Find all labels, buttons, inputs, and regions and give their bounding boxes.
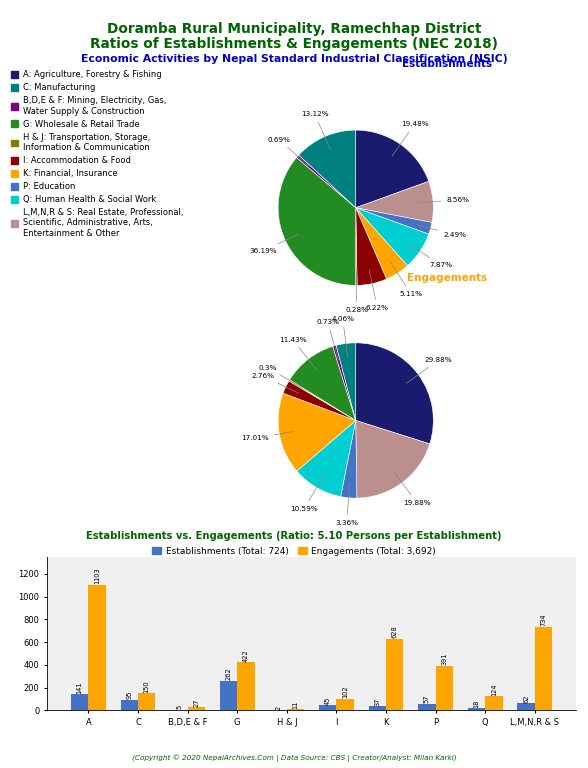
Text: 2.49%: 2.49% <box>417 224 466 238</box>
Text: (Copyright © 2020 NepalArchives.Com | Data Source: CBS | Creator/Analyst: Milan : (Copyright © 2020 NepalArchives.Com | Da… <box>132 754 456 762</box>
Text: 19.48%: 19.48% <box>392 121 429 156</box>
Bar <box>220 680 237 710</box>
Wedge shape <box>289 380 356 421</box>
Text: 45: 45 <box>325 697 331 705</box>
Text: 7.87%: 7.87% <box>408 243 452 268</box>
Text: 10.59%: 10.59% <box>290 475 324 512</box>
Wedge shape <box>356 130 429 208</box>
Bar <box>287 709 304 710</box>
Text: 3.36%: 3.36% <box>335 484 358 525</box>
Text: 18: 18 <box>473 700 480 708</box>
Text: 150: 150 <box>143 680 150 693</box>
Text: Economic Activities by Nepal Standard Industrial Classification (NSIC): Economic Activities by Nepal Standard In… <box>81 54 507 64</box>
Text: 141: 141 <box>77 681 83 694</box>
Wedge shape <box>356 208 386 286</box>
Bar <box>319 705 336 710</box>
Text: Doramba Rural Municipality, Ramechhap District: Doramba Rural Municipality, Ramechhap Di… <box>107 22 481 35</box>
Wedge shape <box>283 381 356 421</box>
Wedge shape <box>356 421 430 498</box>
Text: 29.88%: 29.88% <box>407 357 452 383</box>
Text: 8.56%: 8.56% <box>419 197 469 203</box>
Bar <box>468 708 485 710</box>
Text: 5.11%: 5.11% <box>390 261 422 297</box>
Wedge shape <box>356 208 357 286</box>
Wedge shape <box>356 208 407 279</box>
Wedge shape <box>290 346 356 421</box>
Text: 6.22%: 6.22% <box>366 270 389 311</box>
Text: 17.01%: 17.01% <box>241 432 293 442</box>
Bar <box>138 694 155 710</box>
Bar <box>418 704 436 710</box>
Text: 37: 37 <box>375 697 380 706</box>
Wedge shape <box>296 155 356 208</box>
Text: 628: 628 <box>392 626 397 638</box>
Wedge shape <box>336 343 356 421</box>
Text: 262: 262 <box>226 667 232 680</box>
Wedge shape <box>356 181 433 223</box>
Text: Establishments: Establishments <box>402 59 492 69</box>
Text: 0.3%: 0.3% <box>259 365 302 388</box>
Text: 1103: 1103 <box>94 568 100 584</box>
Text: 4.06%: 4.06% <box>331 316 354 358</box>
Bar <box>237 662 255 710</box>
Bar <box>88 585 106 710</box>
Text: 124: 124 <box>491 683 497 696</box>
Text: 19.88%: 19.88% <box>393 472 430 505</box>
Text: Ratios of Establishments & Engagements (NEC 2018): Ratios of Establishments & Engagements (… <box>90 37 498 51</box>
Bar <box>121 700 138 710</box>
Text: 0.28%: 0.28% <box>345 271 368 313</box>
Text: 57: 57 <box>424 695 430 703</box>
Bar <box>485 697 503 710</box>
Text: 734: 734 <box>540 614 546 627</box>
Bar <box>71 694 88 710</box>
Text: Engagements: Engagements <box>407 273 487 283</box>
Wedge shape <box>297 421 356 497</box>
Bar <box>436 666 453 710</box>
Text: 36.19%: 36.19% <box>249 234 298 253</box>
Text: 0.73%: 0.73% <box>316 319 339 359</box>
Wedge shape <box>278 157 356 286</box>
Text: 5: 5 <box>176 705 182 710</box>
Text: 11.43%: 11.43% <box>279 336 317 370</box>
Bar <box>369 707 386 710</box>
Bar <box>336 699 354 710</box>
Text: 27: 27 <box>193 698 199 707</box>
Wedge shape <box>356 208 429 266</box>
Text: 102: 102 <box>342 686 348 698</box>
Wedge shape <box>278 393 356 471</box>
Wedge shape <box>356 343 433 444</box>
Text: 391: 391 <box>442 653 447 665</box>
Text: 95: 95 <box>126 690 132 699</box>
Text: Establishments vs. Engagements (Ratio: 5.10 Persons per Establishment): Establishments vs. Engagements (Ratio: 5… <box>86 531 502 541</box>
Text: 13.12%: 13.12% <box>301 111 330 150</box>
Wedge shape <box>340 421 357 498</box>
Text: 62: 62 <box>523 694 529 703</box>
Text: 422: 422 <box>243 649 249 662</box>
Text: 2.76%: 2.76% <box>252 373 299 393</box>
Bar <box>517 703 535 710</box>
Wedge shape <box>333 346 356 421</box>
Legend: Establishments (Total: 724), Engagements (Total: 3,692): Establishments (Total: 724), Engagements… <box>149 543 439 559</box>
Text: 2: 2 <box>275 705 281 710</box>
Text: 0.69%: 0.69% <box>268 137 308 166</box>
Text: 11: 11 <box>292 700 299 709</box>
Wedge shape <box>299 130 356 208</box>
Bar <box>188 707 205 710</box>
Legend: A: Agriculture, Forestry & Fishing, C: Manufacturing, B,D,E & F: Mining, Electri: A: Agriculture, Forestry & Fishing, C: M… <box>10 69 184 239</box>
Bar <box>535 627 552 710</box>
Wedge shape <box>356 208 432 234</box>
Bar <box>386 639 403 710</box>
